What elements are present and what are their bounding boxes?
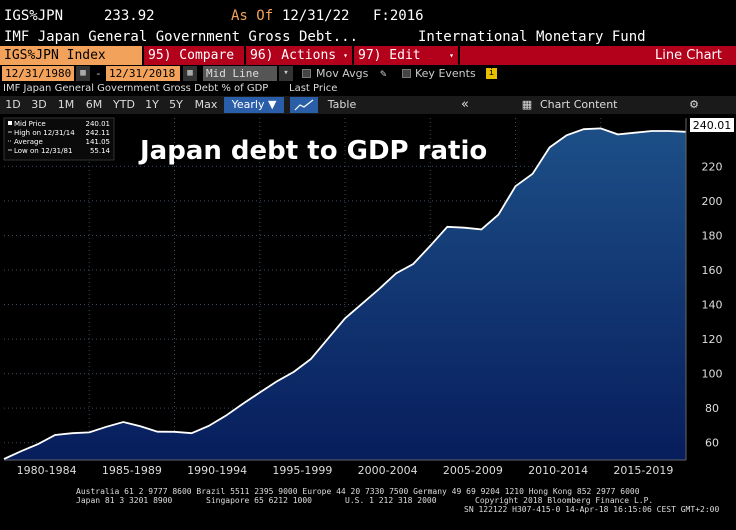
y-tick-label: 180 — [702, 229, 723, 242]
x-tick-label: 2005-2009 — [443, 464, 503, 477]
x-tick-label: 1995-1999 — [272, 464, 332, 477]
mov-avgs-checkbox[interactable] — [302, 69, 311, 78]
y-tick-label: 160 — [702, 264, 723, 277]
y-tick-label: 120 — [702, 333, 723, 346]
chart-type-icon[interactable] — [290, 97, 318, 113]
period-ytd[interactable]: YTD — [113, 98, 135, 111]
footer-contacts: Australia 61 2 9777 8600 Brazil 5511 239… — [76, 487, 640, 496]
x-tick-label: 1990-1994 — [187, 464, 247, 477]
period-bar: 1D 3D 1M 6M YTD 1Y 5Y Max Yearly ▼ Table… — [0, 96, 736, 114]
pencil-icon[interactable]: ✎ — [380, 67, 387, 80]
calendar-icon[interactable]: ▦ — [76, 66, 90, 81]
key-events-label: Key Events — [415, 67, 476, 80]
x-tick-label: 2000-2004 — [358, 464, 418, 477]
y-tick-label: 60 — [705, 437, 719, 450]
frequency: F:2016 — [373, 8, 424, 24]
legend-mid-label: Mid Price — [14, 120, 46, 128]
edit-button[interactable]: 97) Edit ▾ — [354, 46, 458, 65]
title-bar: IGS%JPN 233.92 As Of 12/31/22 F:2016 — [0, 0, 736, 28]
legend-avg-label: Average — [14, 138, 43, 146]
y-tick-label: 200 — [702, 195, 723, 208]
series-subtitle: IMF Japan General Government Gross Debt … — [3, 83, 269, 94]
x-tick-label: 2015-2019 — [613, 464, 673, 477]
period-max[interactable]: Max — [194, 98, 218, 111]
y-tick-label: 80 — [705, 402, 719, 415]
asof-label: As Of — [231, 8, 274, 24]
line-type-select[interactable]: Mid Line — [203, 66, 277, 81]
y-tick-label: 100 — [702, 368, 723, 381]
mov-avgs-label: Mov Avgs — [316, 67, 369, 80]
date-separator: - — [95, 67, 102, 80]
period-1y[interactable]: 1Y — [145, 98, 159, 111]
series-description: IMF Japan General Government Gross Debt.… — [4, 29, 359, 45]
y-axis: 60 80 100 120 140 160 180 200 220 — [685, 118, 723, 460]
calendar-icon[interactable]: ▦ — [183, 66, 197, 81]
ticker: IGS%JPN — [4, 8, 64, 24]
line-chart: 60 80 100 120 140 160 180 200 220 1980-1984 1985-… — [3, 117, 734, 477]
compare-button[interactable]: 95) Compare — [144, 46, 244, 65]
table-button[interactable]: Table — [327, 98, 357, 111]
footer-copyright: Copyright 2018 Bloomberg Finance L.P. — [475, 496, 654, 505]
x-axis: 1980-1984 1985-1989 1990-1994 1995-1999 2000… — [4, 459, 686, 477]
y-tick-label: 140 — [702, 299, 723, 312]
chart-content-icon[interactable]: ▦ — [521, 98, 533, 111]
legend-avg-value: 141.05 — [86, 138, 111, 146]
y-tick-label: 220 — [702, 160, 723, 173]
description-bar: IMF Japan General Government Gross Debt.… — [0, 28, 736, 46]
legend-low-value: 55.14 — [90, 147, 111, 155]
x-tick-label: 1985-1989 — [102, 464, 162, 477]
index-tab[interactable]: IGS%JPN Index — [0, 46, 142, 65]
subtitle-bar: IMF Japan General Government Gross Debt … — [0, 82, 736, 96]
dropdown-arrow-icon[interactable]: ▾ — [279, 66, 293, 81]
last-price-label: Last Price — [289, 83, 338, 94]
legend-low-label: Low on 12/31/81 — [14, 147, 72, 155]
info-icon[interactable]: i — [486, 68, 497, 79]
period-1m[interactable]: 1M — [57, 98, 75, 111]
series-line — [3, 127, 687, 460]
last-value: 233.92 — [104, 8, 155, 24]
chart-title: Japan debt to GDP ratio — [138, 136, 487, 166]
legend-mid-value: 240.01 — [86, 120, 111, 128]
period-yearly-select[interactable]: Yearly ▼ — [224, 97, 284, 113]
chevron-down-icon: ▾ — [449, 51, 454, 60]
legend-high-label: High on 12/31/14 — [14, 129, 75, 137]
period-1d[interactable]: 1D — [5, 98, 21, 111]
collapse-icon[interactable]: « — [461, 97, 469, 112]
date-controls: 12/31/1980 ▦ - 12/31/2018 ▦ Mid Line ▾ M… — [0, 65, 736, 82]
legend: Mid Price 240.01 High on 12/31/14 242.11… — [3, 117, 115, 161]
footer-singapore: Singapore 65 6212 1000 — [206, 496, 312, 505]
footer-us: U.S. 1 212 318 2000 — [345, 496, 437, 505]
area-fill — [4, 128, 686, 460]
footer-japan: Japan 81 3 3201 8900 — [76, 496, 173, 505]
footer-session: SN 122122 H307-415-0 14-Apr-18 16:15:06 … — [464, 505, 720, 514]
chart-content-button[interactable]: Chart Content — [540, 98, 618, 111]
end-date-field[interactable]: 12/31/2018 — [106, 66, 180, 81]
actions-button[interactable]: 96) Actions ▾ — [246, 46, 352, 65]
period-6m[interactable]: 6M — [85, 98, 103, 111]
actions-label: 96) Actions — [250, 48, 337, 63]
toolbar: IGS%JPN Index 95) Compare 96) Actions ▾ 9… — [0, 46, 736, 65]
source: International Monetary Fund — [418, 29, 646, 45]
last-value-marker: 240.01 — [690, 118, 734, 132]
legend-high-value: 242.11 — [86, 129, 111, 137]
gear-icon[interactable]: ⚙ — [689, 98, 699, 111]
x-tick-label: 2010-2014 — [528, 464, 588, 477]
period-3d[interactable]: 3D — [31, 98, 47, 111]
period-5y[interactable]: 5Y — [169, 98, 183, 111]
edit-label: 97) Edit — [358, 48, 421, 63]
compare-label: 95) Compare — [148, 48, 235, 63]
asof-date: 12/31/22 — [282, 8, 350, 24]
view-name[interactable]: Line Chart — [460, 46, 736, 65]
key-events-checkbox[interactable] — [402, 69, 411, 78]
chevron-down-icon: ▾ — [343, 51, 348, 60]
last-value-label: 240.01 — [693, 119, 732, 132]
start-date-field[interactable]: 12/31/1980 — [2, 66, 74, 81]
x-tick-label: 1980-1984 — [17, 464, 77, 477]
